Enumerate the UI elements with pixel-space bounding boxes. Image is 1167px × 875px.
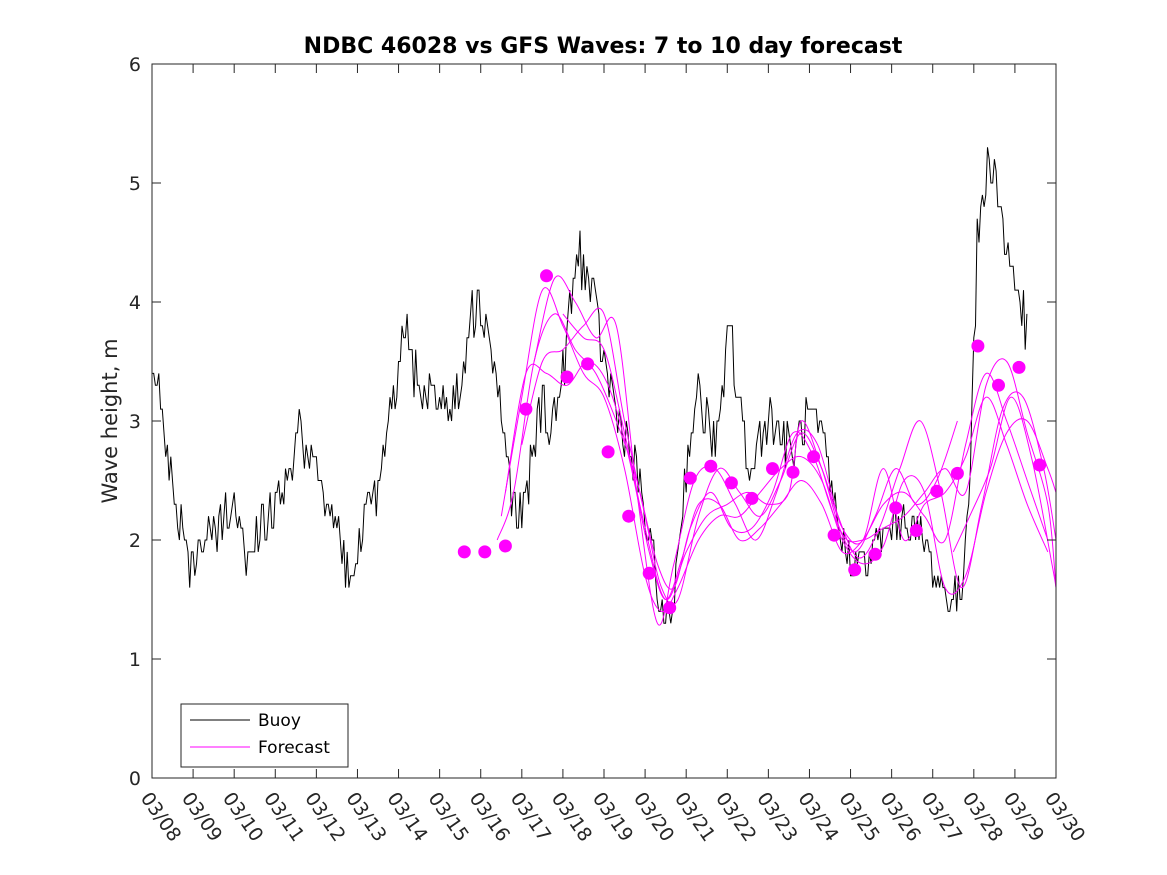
buoy-series-line (152, 147, 1028, 624)
forecast-marker-4 (519, 402, 533, 416)
forecast-marker-25 (950, 466, 964, 480)
forecast-marker-14 (724, 476, 738, 490)
forecast-ensemble-line-6 (562, 313, 1057, 601)
forecast-marker-28 (1012, 360, 1026, 374)
forecast-marker-12 (683, 471, 697, 485)
forecast-marker-3 (498, 539, 512, 553)
forecast-marker-8 (601, 445, 615, 459)
forecast-marker-17 (786, 465, 800, 479)
chart-title: NDBC 46028 vs GFS Waves: 7 to 10 day for… (304, 34, 903, 59)
forecast-marker-26 (971, 339, 985, 353)
plot-area (152, 147, 1057, 626)
forecast-marker-6 (560, 370, 574, 384)
forecast-marker-20 (848, 563, 862, 577)
forecast-marker-29 (1033, 458, 1047, 472)
forecast-marker-11 (663, 601, 677, 615)
forecast-marker-18 (807, 450, 821, 464)
forecast-marker-1 (457, 545, 471, 559)
forecast-marker-7 (581, 357, 595, 371)
forecast-marker-13 (704, 459, 718, 473)
forecast-marker-24 (930, 484, 944, 498)
y-tick-label: 1 (129, 649, 141, 671)
forecast-marker-21 (868, 547, 882, 561)
forecast-marker-2 (478, 545, 492, 559)
forecast-ensemble-line-5 (533, 275, 1057, 626)
y-tick-label: 5 (129, 173, 141, 195)
legend-buoy-label: Buoy (258, 711, 301, 731)
forecast-marker-23 (909, 524, 923, 537)
forecast-marker-5 (540, 269, 553, 283)
forecast-marker-9 (622, 509, 636, 523)
forecast-marker-19 (827, 528, 841, 542)
y-axis-label: Wave height, m (98, 338, 122, 503)
y-tick-label: 2 (129, 530, 141, 552)
forecast-marker-22 (889, 501, 903, 515)
y-tick-label: 3 (129, 411, 141, 433)
forecast-marker-16 (766, 462, 779, 476)
y-tick-label: 0 (129, 768, 141, 790)
legend-forecast-label: Forecast (258, 738, 330, 758)
legend: Buoy Forecast (180, 703, 349, 768)
forecast-marker-10 (642, 566, 656, 580)
y-tick-label: 6 (129, 54, 141, 76)
forecast-ensemble-line-7 (952, 396, 1057, 588)
legend-box (180, 703, 349, 768)
forecast-marker-27 (992, 378, 1005, 392)
forecast-marker-15 (745, 491, 759, 505)
forecast-ensemble-line-1 (496, 313, 958, 590)
y-tick-label: 4 (129, 292, 141, 314)
